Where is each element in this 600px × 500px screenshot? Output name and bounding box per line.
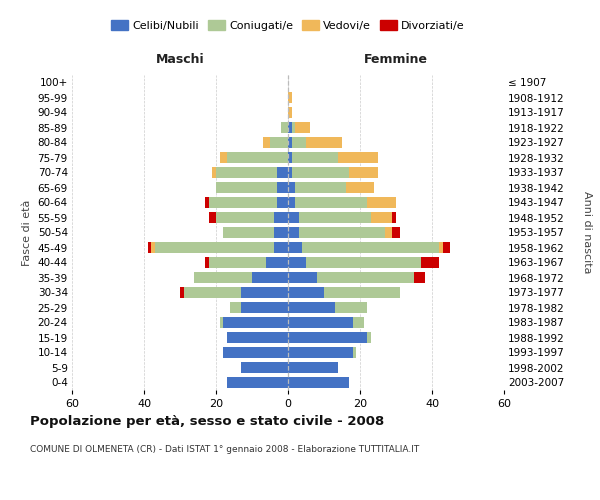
Bar <box>194 272 252 283</box>
Bar <box>288 256 306 268</box>
Bar <box>205 256 209 268</box>
Bar <box>274 226 288 238</box>
Bar <box>277 166 288 178</box>
Bar <box>220 316 223 328</box>
Bar <box>216 166 277 178</box>
Bar <box>439 242 443 254</box>
Bar <box>292 122 295 134</box>
Bar <box>292 166 349 178</box>
Bar <box>353 316 364 328</box>
Bar <box>288 362 338 374</box>
Bar <box>306 256 421 268</box>
Bar <box>263 136 270 148</box>
Bar <box>205 196 209 208</box>
Bar <box>338 152 378 164</box>
Bar <box>288 346 353 358</box>
Bar <box>184 286 241 298</box>
Bar <box>230 302 241 314</box>
Bar <box>288 272 317 283</box>
Bar <box>288 92 292 104</box>
Bar <box>277 196 288 208</box>
Bar <box>223 316 288 328</box>
Bar <box>295 182 346 194</box>
Text: Popolazione per età, sesso e stato civile - 2008: Popolazione per età, sesso e stato civil… <box>30 415 384 428</box>
Bar <box>223 346 288 358</box>
Bar <box>288 286 324 298</box>
Bar <box>288 302 335 314</box>
Bar <box>288 122 292 134</box>
Y-axis label: Fasce di età: Fasce di età <box>22 200 32 266</box>
Bar <box>317 272 414 283</box>
Bar <box>385 226 392 238</box>
Bar <box>349 166 378 178</box>
Text: COMUNE DI OLMENETA (CR) - Dati ISTAT 1° gennaio 2008 - Elaborazione TUTTITALIA.I: COMUNE DI OLMENETA (CR) - Dati ISTAT 1° … <box>30 445 419 454</box>
Bar <box>292 136 306 148</box>
Bar <box>241 302 288 314</box>
Bar <box>295 196 367 208</box>
Text: Femmine: Femmine <box>364 53 428 66</box>
Bar <box>295 122 310 134</box>
Bar <box>288 316 353 328</box>
Bar <box>414 272 425 283</box>
Bar <box>252 272 288 283</box>
Bar <box>392 212 396 224</box>
Bar <box>288 166 292 178</box>
Bar <box>353 346 356 358</box>
Bar <box>367 332 371 344</box>
Bar <box>288 212 299 224</box>
Bar <box>241 362 288 374</box>
Bar <box>216 212 274 224</box>
Bar <box>392 226 400 238</box>
Bar <box>220 152 227 164</box>
Bar <box>209 212 216 224</box>
Bar <box>241 286 288 298</box>
Legend: Celibi/Nubili, Coniugati/e, Vedovi/e, Divorziati/e: Celibi/Nubili, Coniugati/e, Vedovi/e, Di… <box>107 16 469 35</box>
Bar <box>288 226 299 238</box>
Bar <box>292 152 338 164</box>
Bar <box>277 182 288 194</box>
Bar <box>209 256 266 268</box>
Bar <box>227 152 288 164</box>
Bar <box>335 302 367 314</box>
Bar <box>288 152 292 164</box>
Bar <box>421 256 439 268</box>
Bar <box>288 182 295 194</box>
Bar <box>148 242 151 254</box>
Bar <box>223 226 274 238</box>
Bar <box>443 242 450 254</box>
Bar <box>216 182 277 194</box>
Bar <box>212 166 216 178</box>
Bar <box>151 242 155 254</box>
Bar <box>288 376 349 388</box>
Bar <box>274 242 288 254</box>
Bar <box>288 196 295 208</box>
Bar <box>209 196 277 208</box>
Bar <box>288 332 367 344</box>
Bar <box>288 136 292 148</box>
Y-axis label: Anni di nascita: Anni di nascita <box>581 191 592 274</box>
Bar <box>227 332 288 344</box>
Bar <box>324 286 400 298</box>
Bar <box>155 242 274 254</box>
Bar <box>281 122 288 134</box>
Bar <box>180 286 184 298</box>
Bar <box>371 212 392 224</box>
Bar <box>299 226 385 238</box>
Bar <box>367 196 396 208</box>
Bar <box>288 242 302 254</box>
Bar <box>274 212 288 224</box>
Bar <box>288 106 292 118</box>
Bar <box>227 376 288 388</box>
Bar <box>266 256 288 268</box>
Bar <box>302 242 439 254</box>
Bar <box>306 136 342 148</box>
Bar <box>346 182 374 194</box>
Text: Maschi: Maschi <box>155 53 205 66</box>
Bar <box>299 212 371 224</box>
Bar <box>270 136 288 148</box>
